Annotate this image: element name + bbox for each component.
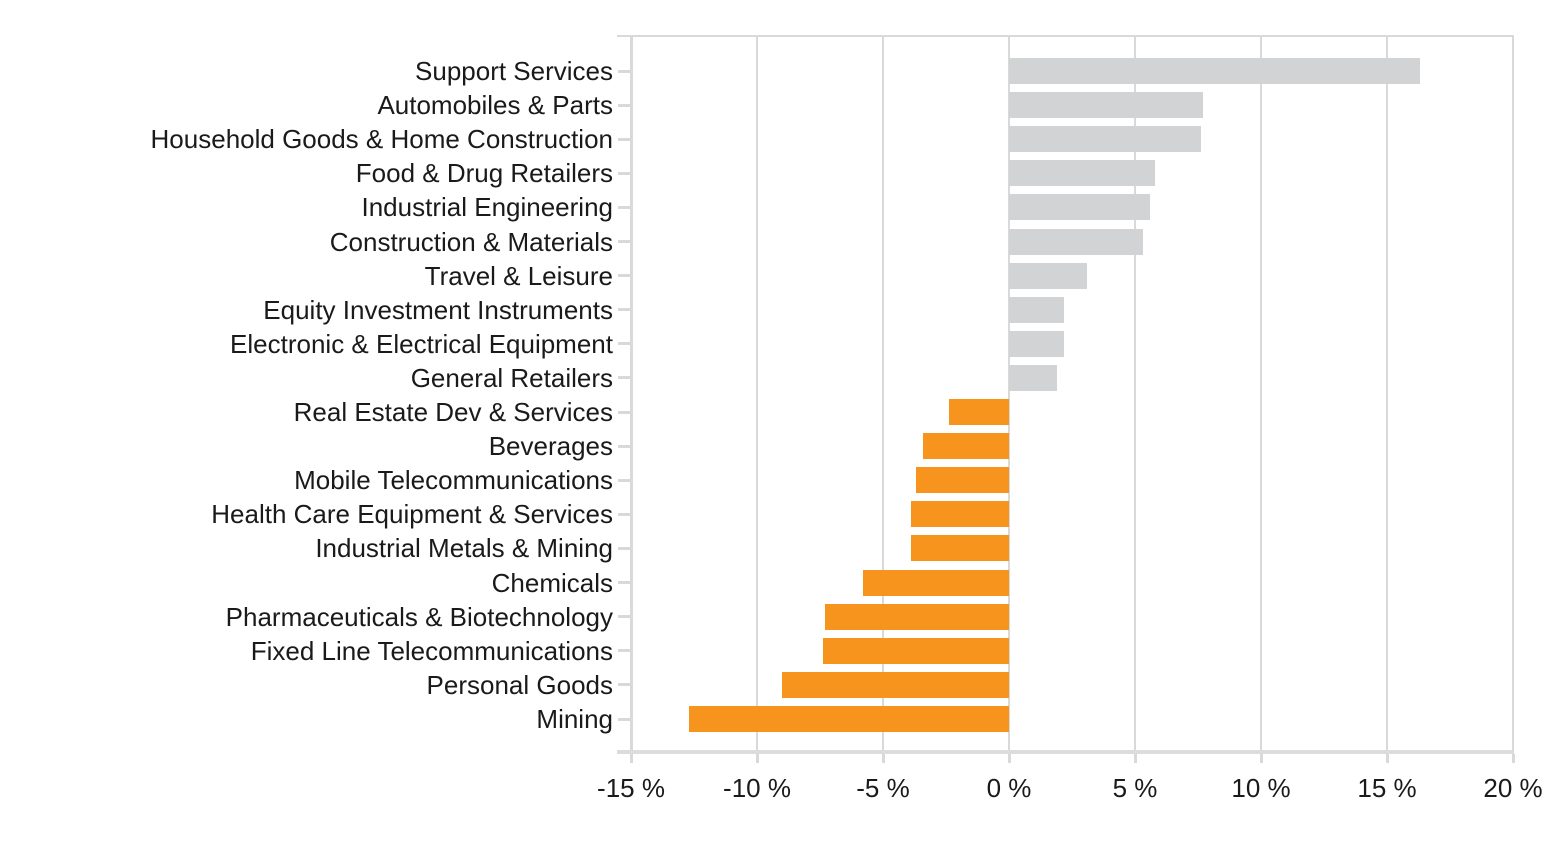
category-label-mobile-telecommunications: Mobile Telecommunications bbox=[294, 465, 613, 496]
category-label-household-goods-and-home-construction: Household Goods & Home Construction bbox=[150, 124, 613, 155]
plot-border-top bbox=[617, 35, 1513, 37]
category-tick-real-estate-dev-and-services bbox=[618, 410, 631, 414]
category-label-beverages: Beverages bbox=[488, 431, 613, 462]
x-tick-label-20: 20 % bbox=[1483, 773, 1543, 803]
x-axis-tick--5 bbox=[882, 754, 885, 763]
category-label-automobiles-and-parts: Automobiles & Parts bbox=[377, 90, 613, 121]
category-tick-support-services bbox=[618, 69, 631, 73]
category-tick-health-care-equipment-and-services bbox=[618, 512, 631, 516]
bar-household-goods-and-home-construction bbox=[1009, 126, 1201, 153]
bar-mining bbox=[688, 706, 1009, 732]
category-tick-industrial-engineering bbox=[618, 205, 631, 209]
category-tick-equity-investment-instruments bbox=[618, 308, 631, 312]
bar-fixed-line-telecommunications bbox=[822, 637, 1009, 664]
x-axis-tick-0 bbox=[1008, 754, 1011, 763]
category-tick-travel-and-leisure bbox=[618, 274, 631, 278]
bar-real-estate-dev-and-services bbox=[948, 399, 1009, 426]
bar-automobiles-and-parts bbox=[1009, 92, 1204, 119]
bar-equity-investment-instruments bbox=[1009, 296, 1065, 323]
category-label-industrial-metals-and-mining: Industrial Metals & Mining bbox=[315, 533, 613, 564]
gridline--15 bbox=[630, 35, 633, 754]
category-label-support-services: Support Services bbox=[415, 56, 613, 86]
gridline--10 bbox=[756, 35, 758, 754]
category-tick-industrial-metals-and-mining bbox=[618, 546, 631, 550]
category-tick-general-retailers bbox=[618, 376, 631, 380]
gridline--5 bbox=[882, 35, 884, 754]
x-tick-label--10: -10 % bbox=[723, 773, 791, 803]
bar-electronic-and-electrical-equipment bbox=[1009, 330, 1065, 357]
category-label-general-retailers: General Retailers bbox=[410, 362, 613, 393]
bar-chemicals bbox=[862, 569, 1009, 596]
x-tick-label-15: 15 % bbox=[1357, 773, 1417, 803]
category-label-construction-and-materials: Construction & Materials bbox=[329, 226, 613, 257]
bar-general-retailers bbox=[1009, 364, 1057, 391]
category-tick-pharmaceuticals-and-biotechnology bbox=[618, 615, 631, 619]
category-label-electronic-and-electrical-equipment: Electronic & Electrical Equipment bbox=[230, 328, 613, 359]
category-label-travel-and-leisure: Travel & Leisure bbox=[424, 260, 613, 291]
category-tick-construction-and-materials bbox=[618, 240, 631, 244]
bar-pharmaceuticals-and-biotechnology bbox=[825, 603, 1009, 630]
bar-personal-goods bbox=[782, 671, 1009, 698]
category-tick-electronic-and-electrical-equipment bbox=[618, 342, 631, 346]
x-axis-tick-5 bbox=[1134, 754, 1137, 763]
x-tick-label-10: 10 % bbox=[1231, 773, 1291, 803]
x-tick-label-0: 0 % bbox=[986, 773, 1032, 803]
category-label-chemicals: Chemicals bbox=[491, 567, 613, 598]
category-label-real-estate-dev-and-services: Real Estate Dev & Services bbox=[293, 397, 613, 428]
bar-construction-and-materials bbox=[1009, 228, 1143, 255]
category-tick-automobiles-and-parts bbox=[618, 103, 631, 107]
category-label-pharmaceuticals-and-biotechnology: Pharmaceuticals & Biotechnology bbox=[225, 601, 613, 632]
category-label-fixed-line-telecommunications: Fixed Line Telecommunications bbox=[250, 635, 613, 666]
gridline-10 bbox=[1260, 35, 1262, 754]
category-tick-household-goods-and-home-construction bbox=[618, 137, 631, 141]
bar-travel-and-leisure bbox=[1009, 262, 1088, 289]
category-label-food-and-drug-retailers: Food & Drug Retailers bbox=[355, 158, 613, 189]
plot-area bbox=[617, 35, 1514, 754]
x-tick-label-5: 5 % bbox=[1112, 773, 1158, 803]
category-tick-fixed-line-telecommunications bbox=[618, 649, 631, 653]
bar-health-care-equipment-and-services bbox=[910, 501, 1009, 528]
x-axis-tick--15 bbox=[630, 754, 633, 763]
bar-support-services bbox=[1009, 58, 1420, 84]
x-axis-tick-20 bbox=[1512, 754, 1515, 763]
category-label-health-care-equipment-and-services: Health Care Equipment & Services bbox=[211, 499, 613, 530]
category-tick-food-and-drug-retailers bbox=[618, 171, 631, 175]
category-label-equity-investment-instruments: Equity Investment Instruments bbox=[263, 294, 613, 325]
gridline-15 bbox=[1386, 35, 1388, 754]
bar-industrial-metals-and-mining bbox=[910, 535, 1009, 562]
category-tick-personal-goods bbox=[618, 683, 631, 687]
category-tick-mining bbox=[618, 717, 631, 721]
bar-mobile-telecommunications bbox=[915, 467, 1009, 494]
category-label-industrial-engineering: Industrial Engineering bbox=[361, 192, 614, 223]
bar-food-and-drug-retailers bbox=[1009, 160, 1156, 187]
x-axis-line bbox=[617, 750, 1513, 754]
gridline-5 bbox=[1134, 35, 1136, 754]
x-axis-tick-10 bbox=[1260, 754, 1263, 763]
category-tick-chemicals bbox=[618, 581, 631, 585]
x-axis-tick--10 bbox=[756, 754, 759, 763]
x-tick-label--5: -5 % bbox=[856, 773, 910, 803]
gridline-20 bbox=[1512, 35, 1514, 754]
bar-beverages bbox=[923, 433, 1009, 460]
category-tick-beverages bbox=[618, 444, 631, 448]
x-axis-tick-15 bbox=[1386, 754, 1389, 763]
bar-industrial-engineering bbox=[1009, 194, 1151, 221]
category-label-personal-goods: Personal Goods bbox=[426, 669, 613, 700]
x-tick-label--15: -15 % bbox=[597, 773, 665, 803]
gridline-0 bbox=[1008, 35, 1010, 754]
category-label-mining: Mining bbox=[536, 704, 613, 734]
category-tick-mobile-telecommunications bbox=[618, 478, 631, 482]
